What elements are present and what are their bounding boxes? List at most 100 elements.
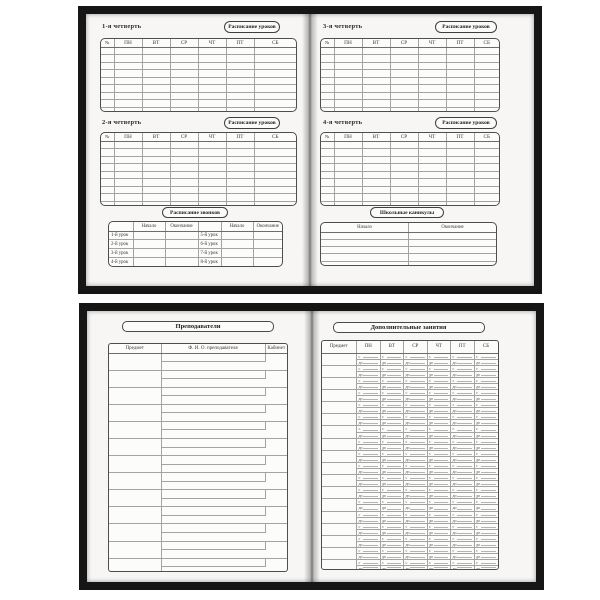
- from-label: с: [405, 353, 408, 359]
- write-line: [363, 496, 378, 498]
- empty-cell: [101, 141, 115, 149]
- from-label: с: [382, 450, 384, 456]
- empty-cell: [114, 178, 143, 187]
- write-line: [457, 435, 472, 437]
- write-line: [410, 447, 425, 449]
- time-cell: до: [380, 541, 404, 549]
- time-cell: до: [427, 371, 451, 378]
- write-line: [457, 520, 472, 522]
- empty-cell: [474, 69, 499, 78]
- time-cell: с: [356, 365, 381, 372]
- teacher-row: [109, 361, 287, 371]
- to-label: до: [476, 554, 481, 560]
- empty-cell: [446, 69, 475, 78]
- empty-cell: [114, 163, 143, 172]
- empty-cell: [114, 156, 143, 165]
- write-line: [363, 393, 378, 395]
- write-line: [457, 405, 472, 407]
- write-line: [457, 484, 472, 486]
- write-line: [433, 429, 448, 431]
- time-cell: с: [403, 401, 428, 409]
- time-cell: с: [356, 389, 381, 397]
- to-label: до: [382, 529, 387, 535]
- time-cell: с: [380, 511, 404, 518]
- from-label: с: [452, 377, 455, 383]
- write-line: [363, 532, 378, 534]
- to-label: до: [358, 554, 363, 560]
- write-line: [457, 465, 472, 467]
- time-cell: с: [450, 462, 475, 469]
- to-label: до: [405, 359, 410, 365]
- time-cell: до: [403, 541, 428, 549]
- quarter-2-label: 2-я четверть: [102, 119, 142, 126]
- subject-cell: [109, 489, 162, 508]
- write-line: [386, 551, 401, 553]
- from-label: с: [358, 402, 361, 408]
- write-line: [386, 423, 401, 425]
- empty-cell: [390, 171, 419, 180]
- empty-cell: [133, 231, 166, 241]
- write-line: [433, 435, 448, 437]
- blank-header: [109, 222, 134, 232]
- extras-row-to: до до до до до до: [322, 553, 498, 561]
- time-cell: с: [427, 450, 451, 457]
- empty-cell: [321, 47, 335, 55]
- write-line: [386, 567, 401, 568]
- empty-cell: [142, 178, 171, 187]
- write-line: [410, 399, 425, 401]
- from-label: с: [382, 462, 384, 468]
- write-line: [480, 551, 496, 553]
- to-label: до: [429, 566, 434, 570]
- write-line: [480, 393, 496, 395]
- time-cell: с: [356, 450, 381, 457]
- empty-cell: [418, 163, 447, 172]
- empty-cell: [226, 148, 255, 157]
- empty-cell: [446, 193, 475, 202]
- empty-cell: [418, 77, 447, 86]
- extras-row-from: с с с с с с: [321, 523, 498, 536]
- empty-cell: [334, 62, 363, 71]
- subject-cell: [109, 421, 162, 439]
- lesson-header-row: № ПН ВТ СР ЧТ ПТ СБ: [321, 39, 499, 48]
- from-label: с: [429, 402, 431, 408]
- page-teachers: Преподаватели Предмет Ф. И. О. преподава…: [87, 311, 312, 582]
- time-cell: до: [403, 444, 428, 451]
- empty-cell: [474, 62, 499, 71]
- empty-cell: [408, 253, 496, 262]
- empty-cell: [446, 156, 475, 165]
- extras-row-from: с с с с с с: [321, 377, 498, 390]
- write-line: [410, 417, 425, 419]
- time-cell: до: [474, 371, 498, 378]
- from-label: с: [429, 548, 431, 553]
- from-label: с: [452, 426, 455, 432]
- to-label: до: [358, 529, 363, 535]
- empty-cell: [221, 231, 254, 241]
- col-thu: ЧТ: [198, 133, 227, 142]
- lessons-table-q2: № ПН ВТ СР ЧТ ПТ СБ: [100, 132, 297, 206]
- time-cell: с: [403, 486, 428, 494]
- to-label: до: [405, 383, 410, 389]
- lesson-row: [321, 99, 499, 108]
- write-line: [410, 551, 425, 553]
- from-label: с: [452, 499, 455, 505]
- room-cell: [265, 489, 287, 508]
- empty-cell: [321, 62, 335, 71]
- to-label: до: [429, 541, 434, 547]
- empty-cell: [198, 171, 227, 180]
- empty-cell: [226, 84, 255, 93]
- empty-cell: [142, 141, 171, 149]
- teacher-row: [109, 506, 287, 525]
- teacher-row: [109, 447, 287, 457]
- from-label: с: [358, 353, 361, 359]
- empty-cell: [142, 171, 171, 180]
- to-label: до: [382, 468, 387, 474]
- extras-row-to: до до до до до до: [322, 371, 498, 378]
- teacher-name-cell: [161, 447, 265, 457]
- time-cell: до: [380, 565, 404, 569]
- empty-cell: [362, 163, 391, 172]
- empty-cell: [142, 107, 171, 111]
- col-room: Кабинет: [265, 344, 287, 354]
- write-line: [386, 417, 401, 419]
- col-start: Начало: [133, 222, 166, 232]
- empty-cell: [142, 77, 171, 86]
